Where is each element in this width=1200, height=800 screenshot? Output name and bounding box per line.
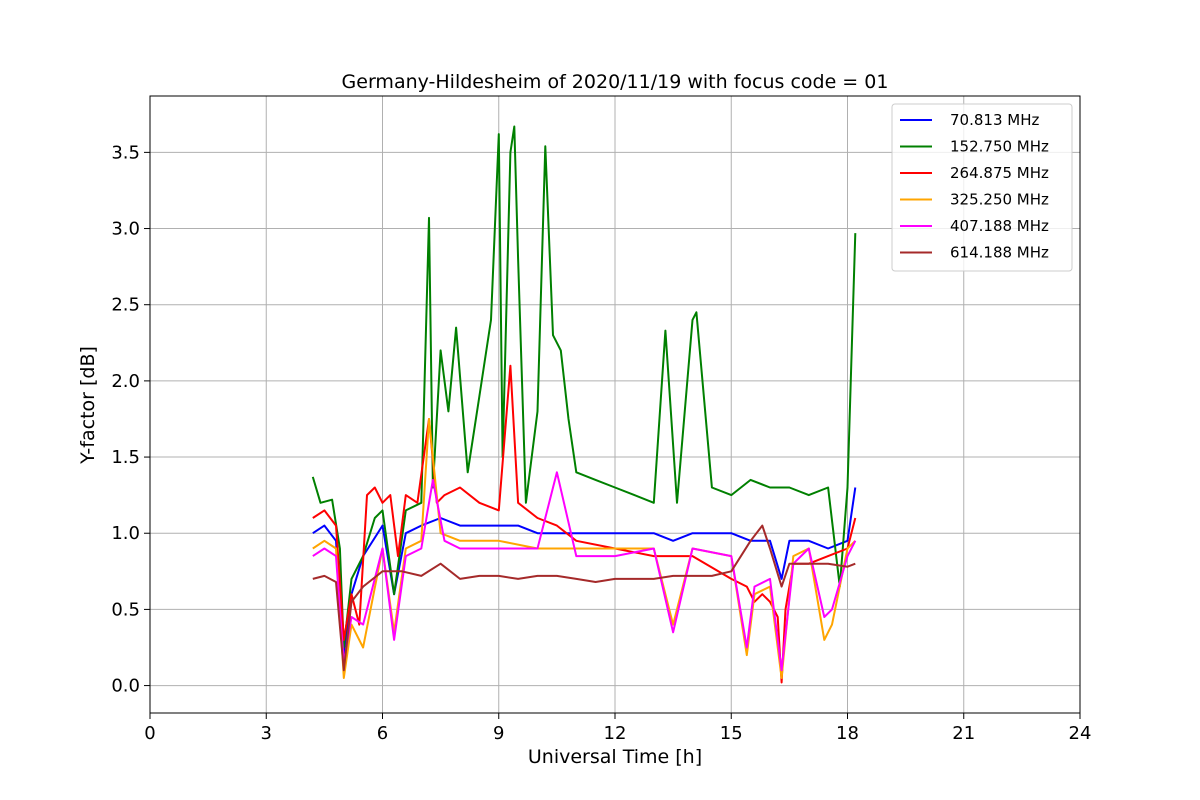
series-layer [311,125,857,684]
y-tick-label: 3.5 [111,142,140,163]
x-axis-label: Universal Time [h] [528,746,702,768]
x-tick-label: 9 [493,723,504,744]
y-tick-label: 2.0 [111,371,140,392]
y-tick-label: 0.5 [111,599,140,620]
legend-label: 325.250 MHz [950,191,1049,209]
x-tick-label: 24 [1069,723,1092,744]
legend-label: 264.875 MHz [950,164,1049,182]
legend-box [891,103,1073,272]
series-line-407-188-mhz [312,471,857,672]
chart-title: Germany-Hildesheim of 2020/11/19 with fo… [342,71,889,93]
x-tick-label: 21 [952,723,975,744]
series-line-264-875-mhz [312,364,857,684]
x-axis-ticks: 0 3 6 9 12 15 18 21 24 [144,713,1091,744]
x-tick-label: 3 [261,723,272,744]
y-tick-label: 0.0 [111,676,140,697]
legend: 70.813 MHz 152.750 MHz 264.875 MHz 325.250 … [891,103,1073,272]
x-tick-label: 15 [720,723,743,744]
series-line-614-188-mhz [312,524,856,672]
x-tick-label: 6 [377,723,388,744]
x-tick-label: 18 [836,723,859,744]
y-axis-label: Y-factor [dB] [77,346,99,465]
legend-label: 407.188 MHz [950,217,1049,235]
y-tick-label: 1.0 [111,523,140,544]
y-axis-ticks: 0.0 0.5 1.0 1.5 2.0 2.5 3.0 3.5 [111,142,150,697]
x-tick-label: 12 [604,723,627,744]
legend-label: 614.188 MHz [950,244,1049,262]
y-tick-label: 2.5 [111,295,140,316]
series-line-152-750-mhz [311,125,857,649]
x-tick-label: 0 [144,723,155,744]
series-line-325-250-mhz [312,418,857,679]
y-tick-label: 3.0 [111,219,140,240]
legend-label: 70.813 MHz [950,111,1039,129]
y-tick-label: 1.5 [111,447,140,468]
legend-label: 152.750 MHz [950,138,1049,156]
